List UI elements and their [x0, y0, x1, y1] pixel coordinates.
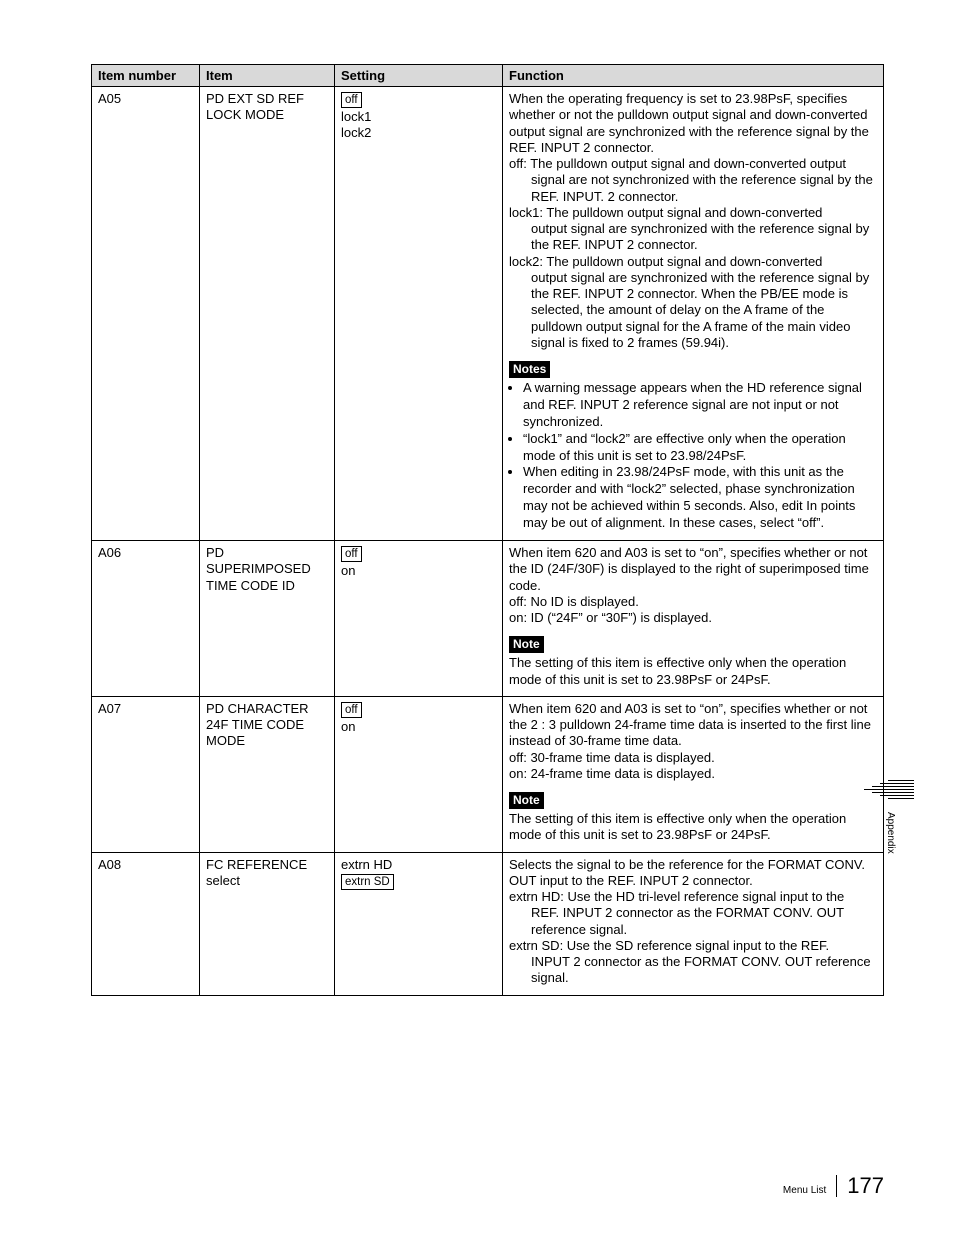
setting-option: lock1: [341, 109, 496, 125]
function-line: When the operating frequency is set to 2…: [509, 91, 877, 156]
setting-option: extrn HD: [341, 857, 496, 873]
header-function: Function: [503, 65, 884, 87]
function-line: When item 620 and A03 is set to “on”, sp…: [509, 701, 877, 750]
side-tab-label: Appendix: [885, 812, 896, 854]
setting-option: on: [341, 719, 496, 735]
cell-item: PD EXT SD REF LOCK MODE: [200, 87, 335, 541]
function-line: INPUT 2 connector as the FORMAT CONV. OU…: [509, 954, 877, 987]
setting-option: on: [341, 563, 496, 579]
footer-page-number: 177: [847, 1173, 884, 1199]
cell-function: When item 620 and A03 is set to “on”, sp…: [503, 541, 884, 697]
setting-option: off: [341, 701, 496, 719]
function-line: off: 30-frame time data is displayed.: [509, 750, 877, 766]
cell-item-number: A05: [92, 87, 200, 541]
function-line: on: ID (“24F” or “30F”) is displayed.: [509, 610, 877, 626]
header-item: Item: [200, 65, 335, 87]
function-line: extrn SD: Use the SD reference signal in…: [509, 938, 877, 954]
cell-item-number: A06: [92, 541, 200, 697]
header-setting: Setting: [335, 65, 503, 87]
function-line: output signal are synchronized with the …: [509, 221, 877, 254]
note-paragraph: The setting of this item is effective on…: [509, 811, 877, 844]
cell-setting: offon: [335, 541, 503, 697]
cell-setting: extrn HDextrn SD: [335, 852, 503, 995]
setting-default-box: off: [341, 546, 362, 562]
cell-item-number: A07: [92, 696, 200, 852]
function-line: Selects the signal to be the reference f…: [509, 857, 877, 890]
table-row: A06PD SUPERIMPOSED TIME CODE IDoffonWhen…: [92, 541, 884, 697]
function-line: lock1: The pulldown output signal and do…: [509, 205, 877, 221]
footer-separator: [836, 1175, 837, 1197]
cell-item: FC REFERENCE select: [200, 852, 335, 995]
footer-section: Menu List: [783, 1185, 826, 1196]
setting-option: extrn SD: [341, 873, 496, 891]
menu-table: Item number Item Setting Function A05PD …: [91, 64, 884, 996]
setting-option: off: [341, 545, 496, 563]
function-line: off: No ID is displayed.: [509, 594, 877, 610]
table-row: A07PD CHARACTER 24F TIME CODE MODEoffonW…: [92, 696, 884, 852]
setting-default-box: off: [341, 92, 362, 108]
side-tab: Appendix: [854, 780, 914, 803]
table-row: A05PD EXT SD REF LOCK MODEofflock1lock2W…: [92, 87, 884, 541]
cell-setting: offon: [335, 696, 503, 852]
setting-default-box: off: [341, 702, 362, 718]
page-footer: Menu List 177: [783, 1173, 884, 1199]
note-label: Note: [509, 792, 544, 809]
note-paragraph: The setting of this item is effective on…: [509, 655, 877, 688]
cell-function: Selects the signal to be the reference f…: [503, 852, 884, 995]
cell-item: PD SUPERIMPOSED TIME CODE ID: [200, 541, 335, 697]
header-item-number: Item number: [92, 65, 200, 87]
function-line: lock2: The pulldown output signal and do…: [509, 254, 877, 270]
cell-function: When the operating frequency is set to 2…: [503, 87, 884, 541]
note-item: A warning message appears when the HD re…: [523, 380, 877, 431]
setting-default-box: extrn SD: [341, 874, 394, 890]
cell-setting: offlock1lock2: [335, 87, 503, 541]
cell-item-number: A08: [92, 852, 200, 995]
function-line: REF. INPUT 2 connector as the FORMAT CON…: [509, 905, 877, 938]
function-line: on: 24-frame time data is displayed.: [509, 766, 877, 782]
setting-option: off: [341, 91, 496, 109]
function-line: off: The pulldown output signal and down…: [509, 156, 877, 172]
function-line: extrn HD: Use the HD tri-level reference…: [509, 889, 877, 905]
side-tab-decoration: [854, 780, 914, 799]
notes-list: A warning message appears when the HD re…: [509, 380, 877, 532]
function-line: output signal are synchronized with the …: [509, 270, 877, 351]
table-header-row: Item number Item Setting Function: [92, 65, 884, 87]
note-label: Note: [509, 636, 544, 653]
note-item: When editing in 23.98/24PsF mode, with t…: [523, 464, 877, 532]
note-label: Notes: [509, 361, 550, 378]
cell-item: PD CHARACTER 24F TIME CODE MODE: [200, 696, 335, 852]
function-line: When item 620 and A03 is set to “on”, sp…: [509, 545, 877, 594]
function-line: signal are not synchronized with the ref…: [509, 172, 877, 205]
cell-function: When item 620 and A03 is set to “on”, sp…: [503, 696, 884, 852]
table-row: A08FC REFERENCE selectextrn HDextrn SDSe…: [92, 852, 884, 995]
note-item: “lock1” and “lock2” are effective only w…: [523, 431, 877, 465]
setting-option: lock2: [341, 125, 496, 141]
